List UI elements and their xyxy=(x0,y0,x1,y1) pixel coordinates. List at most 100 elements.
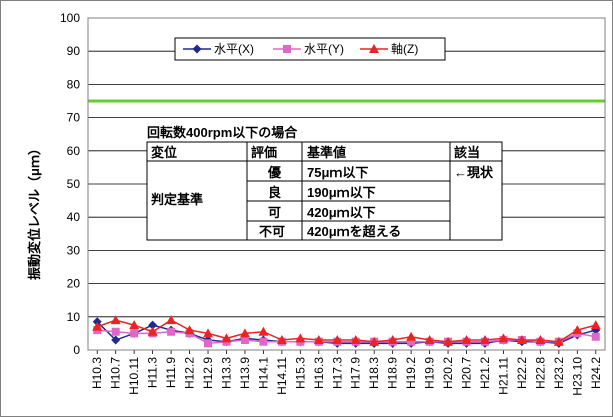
data-point xyxy=(553,336,564,346)
data-point xyxy=(239,328,250,338)
header-criterion: 基準値 xyxy=(306,145,346,160)
data-point xyxy=(424,335,435,345)
data-point xyxy=(184,325,195,335)
data-point xyxy=(313,335,324,345)
data-point xyxy=(111,335,121,345)
y-tick-label: 40 xyxy=(67,210,81,224)
data-point xyxy=(258,326,269,336)
x-tick-label: H18.3 xyxy=(367,357,381,389)
y-tick-label: 10 xyxy=(67,310,81,324)
applicable-excellent: ←現状 xyxy=(454,165,494,180)
x-tick-label: H17.3 xyxy=(330,357,344,389)
criterion-good: 190μｍ以下 xyxy=(307,185,376,200)
data-point xyxy=(130,329,139,338)
x-tick-label: H15.3 xyxy=(293,357,307,389)
data-point xyxy=(147,326,158,336)
data-point xyxy=(148,320,158,330)
x-tick-labels: H10.3 H10.7 H10.11 H11.3 H11.9 H12.2 H12.9 H13.… xyxy=(90,350,603,396)
criterion-fair: 420μｍ以下 xyxy=(307,205,376,220)
y-tick-label: 0 xyxy=(73,343,80,357)
series-line xyxy=(96,321,596,345)
data-point xyxy=(204,339,213,348)
x-tick-label: H23.2 xyxy=(552,357,566,389)
data-point xyxy=(332,335,343,345)
x-tick-label: H11.9 xyxy=(164,357,178,388)
data-point xyxy=(203,328,214,338)
legend-marker xyxy=(283,45,291,53)
grade-excellent: 優 xyxy=(267,165,282,180)
x-tick-label: H10.3 xyxy=(90,357,104,389)
data-point xyxy=(535,335,546,345)
row-label-judgement: 判定基準 xyxy=(151,192,203,207)
legend-label: 軸(Z) xyxy=(391,42,418,56)
header-applicable: 該当 xyxy=(454,145,480,160)
series-line xyxy=(97,329,596,345)
legend-marker xyxy=(369,44,379,53)
y-tick-label: 30 xyxy=(67,243,81,257)
y-tick-labels: 0 10 20 30 40 50 60 70 80 90 100 xyxy=(60,11,80,357)
x-tick-label: H23.10 xyxy=(570,357,584,396)
x-tick-label: H19.2 xyxy=(404,357,418,389)
legend-item-1: 水平(Y) xyxy=(273,42,344,56)
x-tick-label: H14.11 xyxy=(275,357,289,395)
x-tick-label: H21.2 xyxy=(478,357,492,389)
data-point xyxy=(295,333,306,343)
data-point xyxy=(111,327,120,336)
data-point xyxy=(516,335,527,345)
y-tick-label: 50 xyxy=(67,177,81,191)
grade-good: 良 xyxy=(268,185,281,200)
x-tick-label: H22.2 xyxy=(515,357,529,389)
data-point xyxy=(369,336,380,346)
x-tick-label: H13.3 xyxy=(219,357,233,389)
x-tick-label: H10.11 xyxy=(127,357,141,395)
y-tick-label: 20 xyxy=(67,277,81,291)
x-tick-label: H12.9 xyxy=(201,357,215,389)
grade-fair: 可 xyxy=(268,205,281,220)
data-point xyxy=(92,321,103,331)
table-title: 回転数400rpm以下の場合 xyxy=(147,125,298,140)
legend-marker xyxy=(192,44,202,54)
header-displacement: 変位 xyxy=(151,145,177,160)
x-tick-label: H10.7 xyxy=(109,357,123,389)
data-point xyxy=(276,335,287,345)
y-tick-label: 80 xyxy=(67,77,81,91)
x-tick-label: H22.8 xyxy=(533,357,547,389)
criterion-excellent: 75μｍ以下 xyxy=(307,165,368,180)
data-point xyxy=(350,335,361,345)
x-tick-label: H21.11 xyxy=(496,357,510,395)
data-point xyxy=(407,337,416,346)
y-tick-label: 60 xyxy=(67,144,81,158)
criteria-table: 回転数400rpm以下の場合 変位 評価 基準値 該当 判定基準 優 75μｍ以… xyxy=(146,125,503,241)
y-tick-label: 100 xyxy=(60,11,80,25)
series-2 xyxy=(92,315,601,346)
data-point xyxy=(443,336,454,346)
legend: 水平(X) 水平(Y) 軸(Z) xyxy=(174,37,446,61)
data-point xyxy=(590,320,601,330)
x-tick-label: H16.3 xyxy=(312,357,326,389)
legend-label: 水平(X) xyxy=(214,42,254,56)
plot-area-border xyxy=(87,17,606,351)
y-tick-label: 90 xyxy=(67,44,81,58)
criterion-poor: 420μｍを超える xyxy=(307,224,401,239)
x-tick-label: H13.9 xyxy=(238,357,252,389)
data-point xyxy=(461,335,472,345)
x-tick-label: H18.9 xyxy=(386,357,400,389)
y-tick-label: 70 xyxy=(67,111,81,125)
x-tick-label: H11.3 xyxy=(146,357,160,388)
data-point xyxy=(479,335,490,345)
x-tick-label: H14.1 xyxy=(256,357,270,389)
data-point xyxy=(498,333,509,343)
y-axis-label: 振動変位レベル（μｍ） xyxy=(27,142,42,280)
x-tick-label: H17.9 xyxy=(349,357,363,389)
data-point xyxy=(221,333,232,343)
data-point xyxy=(591,332,600,341)
data-point xyxy=(259,337,268,346)
data-point xyxy=(110,315,121,325)
x-tick-label: H19.9 xyxy=(423,357,437,389)
grade-poor: 不可 xyxy=(259,224,285,239)
series-group xyxy=(92,315,601,348)
data-point xyxy=(406,331,417,341)
legend-item-2: 軸(Z) xyxy=(360,42,418,56)
data-point xyxy=(240,336,249,345)
